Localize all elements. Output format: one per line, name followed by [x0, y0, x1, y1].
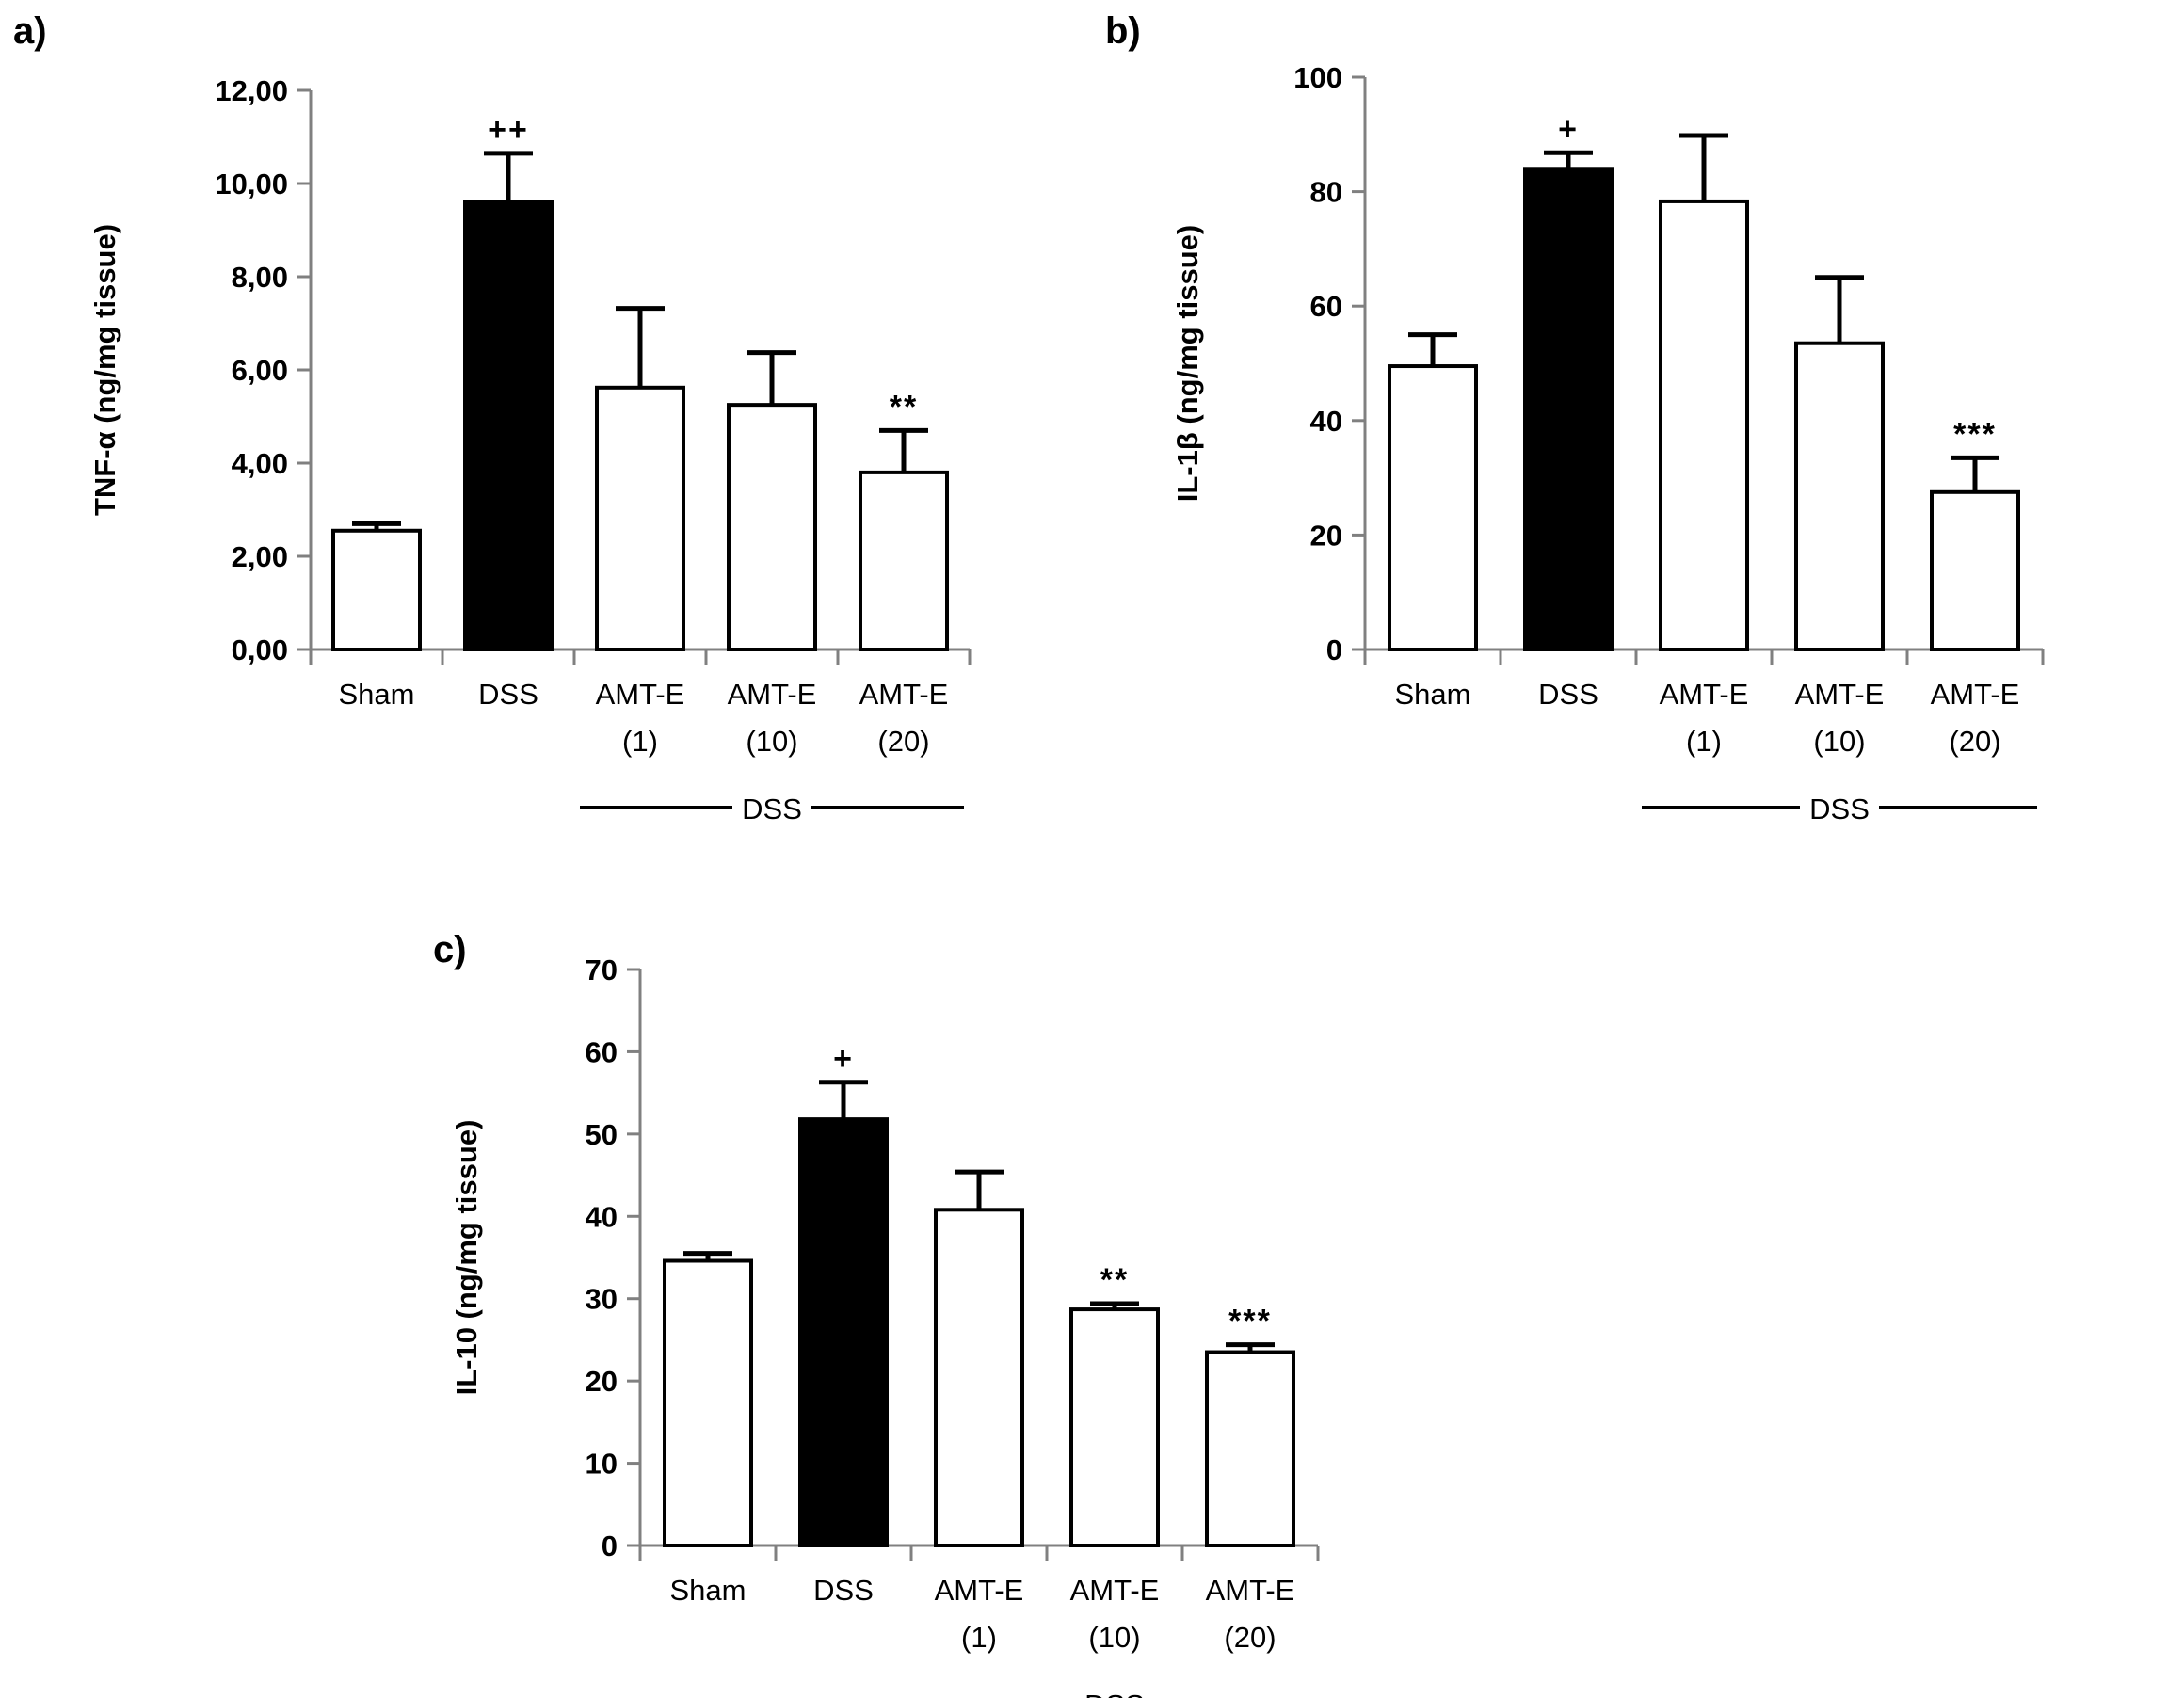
y-tick-label: 60: [1310, 290, 1342, 323]
y-tick-label: 60: [586, 1035, 618, 1068]
bar-3[interactable]: [727, 403, 817, 651]
panel-a-svg: a) 0,00 2,00 4,00 6,00 8,00 10,00 12,00 TNF-α (n…: [13, 10, 972, 825]
group-bracket-label: DSS: [742, 793, 802, 825]
y-tick-label: 8,00: [232, 261, 288, 294]
x-category-label: (20): [1949, 725, 2000, 758]
y-tick-label: 6,00: [232, 354, 288, 387]
y-tick-label: 4,00: [232, 447, 288, 480]
group-bracket-label: DSS: [1809, 793, 1870, 825]
bar-group: ***: [1930, 416, 2020, 651]
y-axis-title: TNF-α (ng/mg tissue): [88, 224, 121, 516]
significance-marker: ***: [1953, 416, 1997, 452]
x-category-label: AMT-E: [859, 678, 949, 711]
x-category-label: AMT-E: [935, 1574, 1024, 1607]
panel-b: b) 0 20 40 60 80 100 IL-1β (ng/mg tissue) Sham + D…: [1092, 0, 2184, 849]
x-category-label: (20): [877, 725, 929, 758]
x-category-label: Sham: [339, 678, 415, 711]
significance-marker: +: [1558, 111, 1579, 147]
bar-group: **: [859, 389, 949, 651]
x-category-label: Sham: [1395, 678, 1471, 711]
x-category-label: AMT-E: [596, 678, 685, 711]
x-category-label: AMT-E: [1931, 678, 2020, 711]
bar-0[interactable]: [331, 528, 422, 652]
bar-group: [1794, 275, 1885, 651]
y-tick-label: 40: [586, 1200, 618, 1233]
y-tick-label: 2,00: [232, 540, 288, 573]
bar-4[interactable]: [859, 470, 949, 651]
y-tick-label: 20: [586, 1365, 618, 1398]
x-category-label: AMT-E: [1660, 678, 1749, 711]
y-tick-label: 0,00: [232, 633, 288, 666]
x-category-label: DSS: [1538, 678, 1598, 711]
y-tick-label: 40: [1310, 405, 1342, 438]
panel-b-svg: b) 0 20 40 60 80 100 IL-1β (ng/mg tissue) Sham + D…: [1105, 10, 2045, 825]
x-category-label: (10): [746, 725, 797, 758]
bar-3[interactable]: [1069, 1307, 1160, 1547]
bar-group: +: [798, 1041, 889, 1547]
y-axis-title: IL-1β (ng/mg tissue): [1171, 225, 1204, 503]
bar-3[interactable]: [1794, 341, 1885, 651]
bar-group: [331, 521, 422, 652]
x-category-label: (1): [622, 725, 658, 758]
x-category-label: (1): [961, 1621, 997, 1654]
group-bracket-label: DSS: [1084, 1689, 1145, 1698]
bar-group: [663, 1251, 753, 1547]
significance-marker: **: [890, 389, 918, 424]
bar-group: **: [1069, 1262, 1160, 1547]
bar-group: +: [1523, 111, 1614, 651]
bar-group: [595, 306, 685, 651]
bar-0[interactable]: [663, 1258, 753, 1547]
x-category-label: (1): [1686, 725, 1722, 758]
panel-letter: c): [433, 929, 467, 970]
y-tick-label: 50: [586, 1118, 618, 1151]
significance-marker: ++: [488, 112, 529, 148]
significance-marker: +: [833, 1041, 854, 1077]
y-tick-label: 70: [586, 953, 618, 986]
significance-marker: **: [1100, 1262, 1129, 1298]
panel-c: c) 0 10 20 30 40 50 60 70 IL-10 (ng/mg tissue) Sha…: [433, 849, 1751, 1698]
x-category-label: Sham: [670, 1574, 747, 1607]
bar-4[interactable]: [1205, 1350, 1295, 1547]
y-tick-label: 0: [1326, 633, 1342, 666]
bar-group: [1388, 332, 1478, 651]
bar-2[interactable]: [934, 1208, 1024, 1547]
panel-a: a) 0,00 2,00 4,00 6,00 8,00 10,00 12,00 TNF-α (n…: [0, 0, 1092, 849]
bar-2[interactable]: [595, 385, 685, 651]
panel-letter: b): [1105, 10, 1141, 52]
bar-group: [1659, 133, 1749, 651]
bar-group: ***: [1205, 1304, 1295, 1547]
x-category-label: AMT-E: [1795, 678, 1885, 711]
y-tick-label: 0: [602, 1530, 618, 1562]
x-category-label: DSS: [813, 1574, 874, 1607]
x-category-label: (10): [1088, 1621, 1140, 1654]
y-tick-label: 12,00: [215, 74, 288, 107]
y-axis-title: IL-10 (ng/mg tissue): [450, 1120, 483, 1396]
x-category-label: AMT-E: [1070, 1574, 1160, 1607]
bar-4[interactable]: [1930, 489, 2020, 651]
bar-1[interactable]: [1523, 167, 1614, 651]
x-category-label: AMT-E: [728, 678, 817, 711]
x-category-label: DSS: [478, 678, 538, 711]
panel-c-svg: c) 0 10 20 30 40 50 60 70 IL-10 (ng/mg tissue) Sha…: [433, 929, 1320, 1698]
y-tick-label: 80: [1310, 176, 1342, 209]
bar-2[interactable]: [1659, 199, 1749, 651]
bar-1[interactable]: [798, 1117, 889, 1547]
y-tick-label: 30: [586, 1283, 618, 1316]
x-category-label: (10): [1813, 725, 1865, 758]
y-tick-label: 20: [1310, 519, 1342, 552]
x-category-label: (20): [1224, 1621, 1276, 1654]
panel-letter: a): [13, 10, 47, 52]
bar-group: [727, 350, 817, 651]
y-tick-label: 10: [586, 1448, 618, 1481]
significance-marker: ***: [1228, 1304, 1272, 1339]
bar-0[interactable]: [1388, 364, 1478, 651]
bar-1[interactable]: [463, 200, 554, 652]
y-tick-label: 10,00: [215, 168, 288, 200]
bar-group: ++: [463, 112, 554, 652]
bar-group: [934, 1169, 1024, 1547]
y-tick-label: 100: [1293, 61, 1342, 94]
x-category-label: AMT-E: [1206, 1574, 1295, 1607]
